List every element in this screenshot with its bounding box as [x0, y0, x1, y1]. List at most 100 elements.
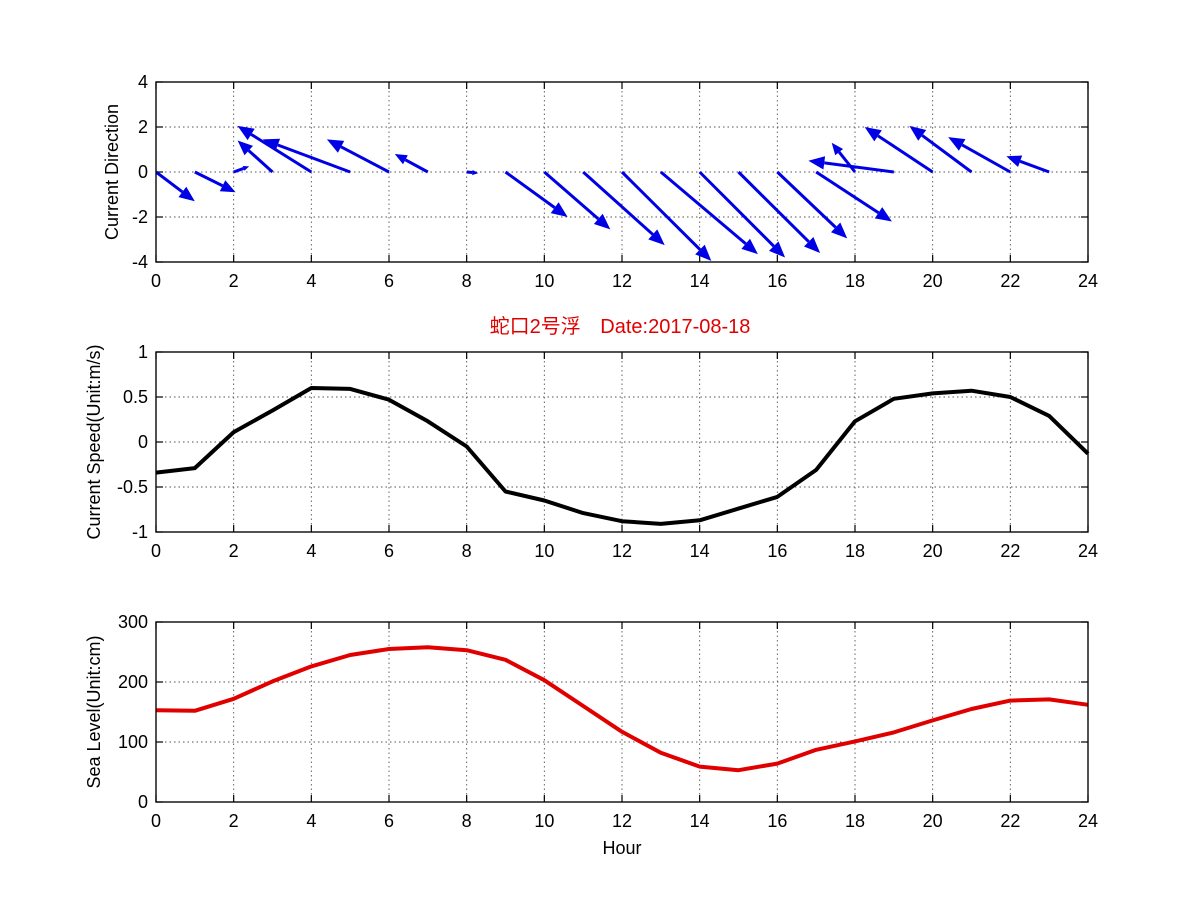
current-arrow — [582, 170, 665, 246]
arrow-head — [1006, 155, 1023, 167]
data-point — [310, 665, 312, 667]
current-arrow — [326, 139, 390, 174]
data-point — [466, 649, 468, 651]
arrow-shaft — [824, 161, 895, 174]
data-point — [1048, 698, 1050, 700]
data-point — [233, 698, 235, 700]
data-point — [272, 410, 273, 411]
arrow-shaft — [404, 158, 429, 174]
arrow-head — [695, 244, 712, 261]
data-point — [971, 390, 972, 392]
arrow-shaft — [277, 143, 351, 174]
x-tick-label: 12 — [612, 541, 632, 561]
x-tick-label: 12 — [612, 811, 632, 831]
x-tick-label: 16 — [767, 811, 787, 831]
arrow-head — [593, 213, 611, 230]
current-arrow — [237, 140, 274, 174]
arrow-head — [769, 241, 786, 258]
data-point — [466, 446, 468, 447]
data-point — [1009, 396, 1011, 398]
x-tick-label: 10 — [534, 271, 554, 291]
arrow-head — [648, 229, 665, 246]
x-tick-label: 14 — [690, 811, 710, 831]
arrow-shaft — [961, 143, 1012, 174]
x-tick-label: 10 — [534, 541, 554, 561]
data-point — [738, 508, 739, 510]
arrow-shaft — [504, 170, 556, 209]
data-point — [427, 646, 429, 648]
current-arrow — [543, 170, 611, 230]
current-arrow — [659, 170, 758, 255]
arrow-shaft — [659, 170, 747, 245]
current-arrow — [864, 127, 934, 174]
arrow-shaft — [776, 170, 837, 229]
arrow-shaft — [247, 149, 274, 174]
y-tick-label: 200 — [118, 672, 148, 692]
arrow-head — [874, 207, 892, 222]
arrow-head — [237, 125, 255, 141]
data-point — [582, 705, 584, 707]
x-tick-label: 14 — [690, 271, 710, 291]
data-point — [1009, 700, 1011, 702]
plot-border — [155, 621, 1089, 803]
arrow-head — [831, 142, 844, 156]
data-point — [310, 387, 312, 389]
current-arrow — [815, 170, 892, 222]
data-point — [932, 392, 934, 394]
current-arrow — [808, 156, 895, 174]
current-arrow — [233, 166, 250, 174]
arrow-shaft — [194, 170, 224, 188]
data-point — [233, 431, 235, 433]
x-tick-label: 24 — [1078, 271, 1098, 291]
data-point — [505, 659, 506, 661]
y-tick-label: -1 — [132, 522, 148, 542]
speed-panel: 0 2 4 6 8 10 12 14 16 18 20 22 24-1-0.500.51Current … — [84, 342, 1098, 561]
y-axis-label: Current Direction — [102, 104, 122, 240]
data-point — [932, 719, 934, 721]
current-arrow — [466, 170, 479, 176]
data-point — [1048, 415, 1050, 417]
data-point — [854, 420, 856, 422]
arrow-group — [156, 125, 1050, 261]
arrow-head — [808, 156, 826, 170]
y-tick-label: 300 — [118, 612, 148, 632]
arrow-head — [831, 222, 848, 239]
arrow-shaft — [921, 134, 973, 174]
y-tick-label: -0.5 — [117, 477, 148, 497]
y-axis-label: Sea Level(Unit:cm) — [84, 635, 104, 788]
arrow-head — [948, 137, 966, 151]
y-tick-label: 1 — [138, 342, 148, 362]
plot-border — [155, 81, 1089, 263]
arrow-shaft — [698, 170, 775, 248]
arrow-shaft — [737, 170, 810, 243]
arrow-head — [909, 125, 927, 141]
current-arrow — [194, 170, 236, 193]
x-tick-label: 20 — [923, 271, 943, 291]
arrow-shaft — [543, 170, 600, 221]
current-arrow — [776, 170, 848, 239]
y-tick-label: 0 — [138, 432, 148, 452]
arrow-shaft — [156, 170, 184, 194]
arrow-shaft — [620, 170, 702, 251]
x-axis-label: Hour — [602, 838, 641, 858]
x-tick-label: 6 — [384, 811, 394, 831]
y-tick-label: 0.5 — [123, 387, 148, 407]
y-tick-label: 0 — [138, 162, 148, 182]
x-tick-label: 4 — [306, 811, 316, 831]
data-point — [815, 749, 817, 751]
data-point — [349, 388, 351, 390]
y-tick-label: 0 — [138, 792, 148, 812]
arrow-head — [804, 237, 821, 253]
data-point — [699, 519, 701, 521]
y-tick-label: -2 — [132, 207, 148, 227]
arrow-head — [242, 166, 250, 171]
y-tick-label: 100 — [118, 732, 148, 752]
x-tick-label: 20 — [923, 541, 943, 561]
x-tick-label: 24 — [1078, 811, 1098, 831]
arrow-head — [326, 139, 345, 153]
arrow-shaft — [837, 151, 857, 173]
current-arrow — [737, 170, 821, 253]
figure-title: 蛇口2号浮 Date:2017-08-18 — [490, 315, 751, 338]
x-tick-label: 10 — [534, 811, 554, 831]
